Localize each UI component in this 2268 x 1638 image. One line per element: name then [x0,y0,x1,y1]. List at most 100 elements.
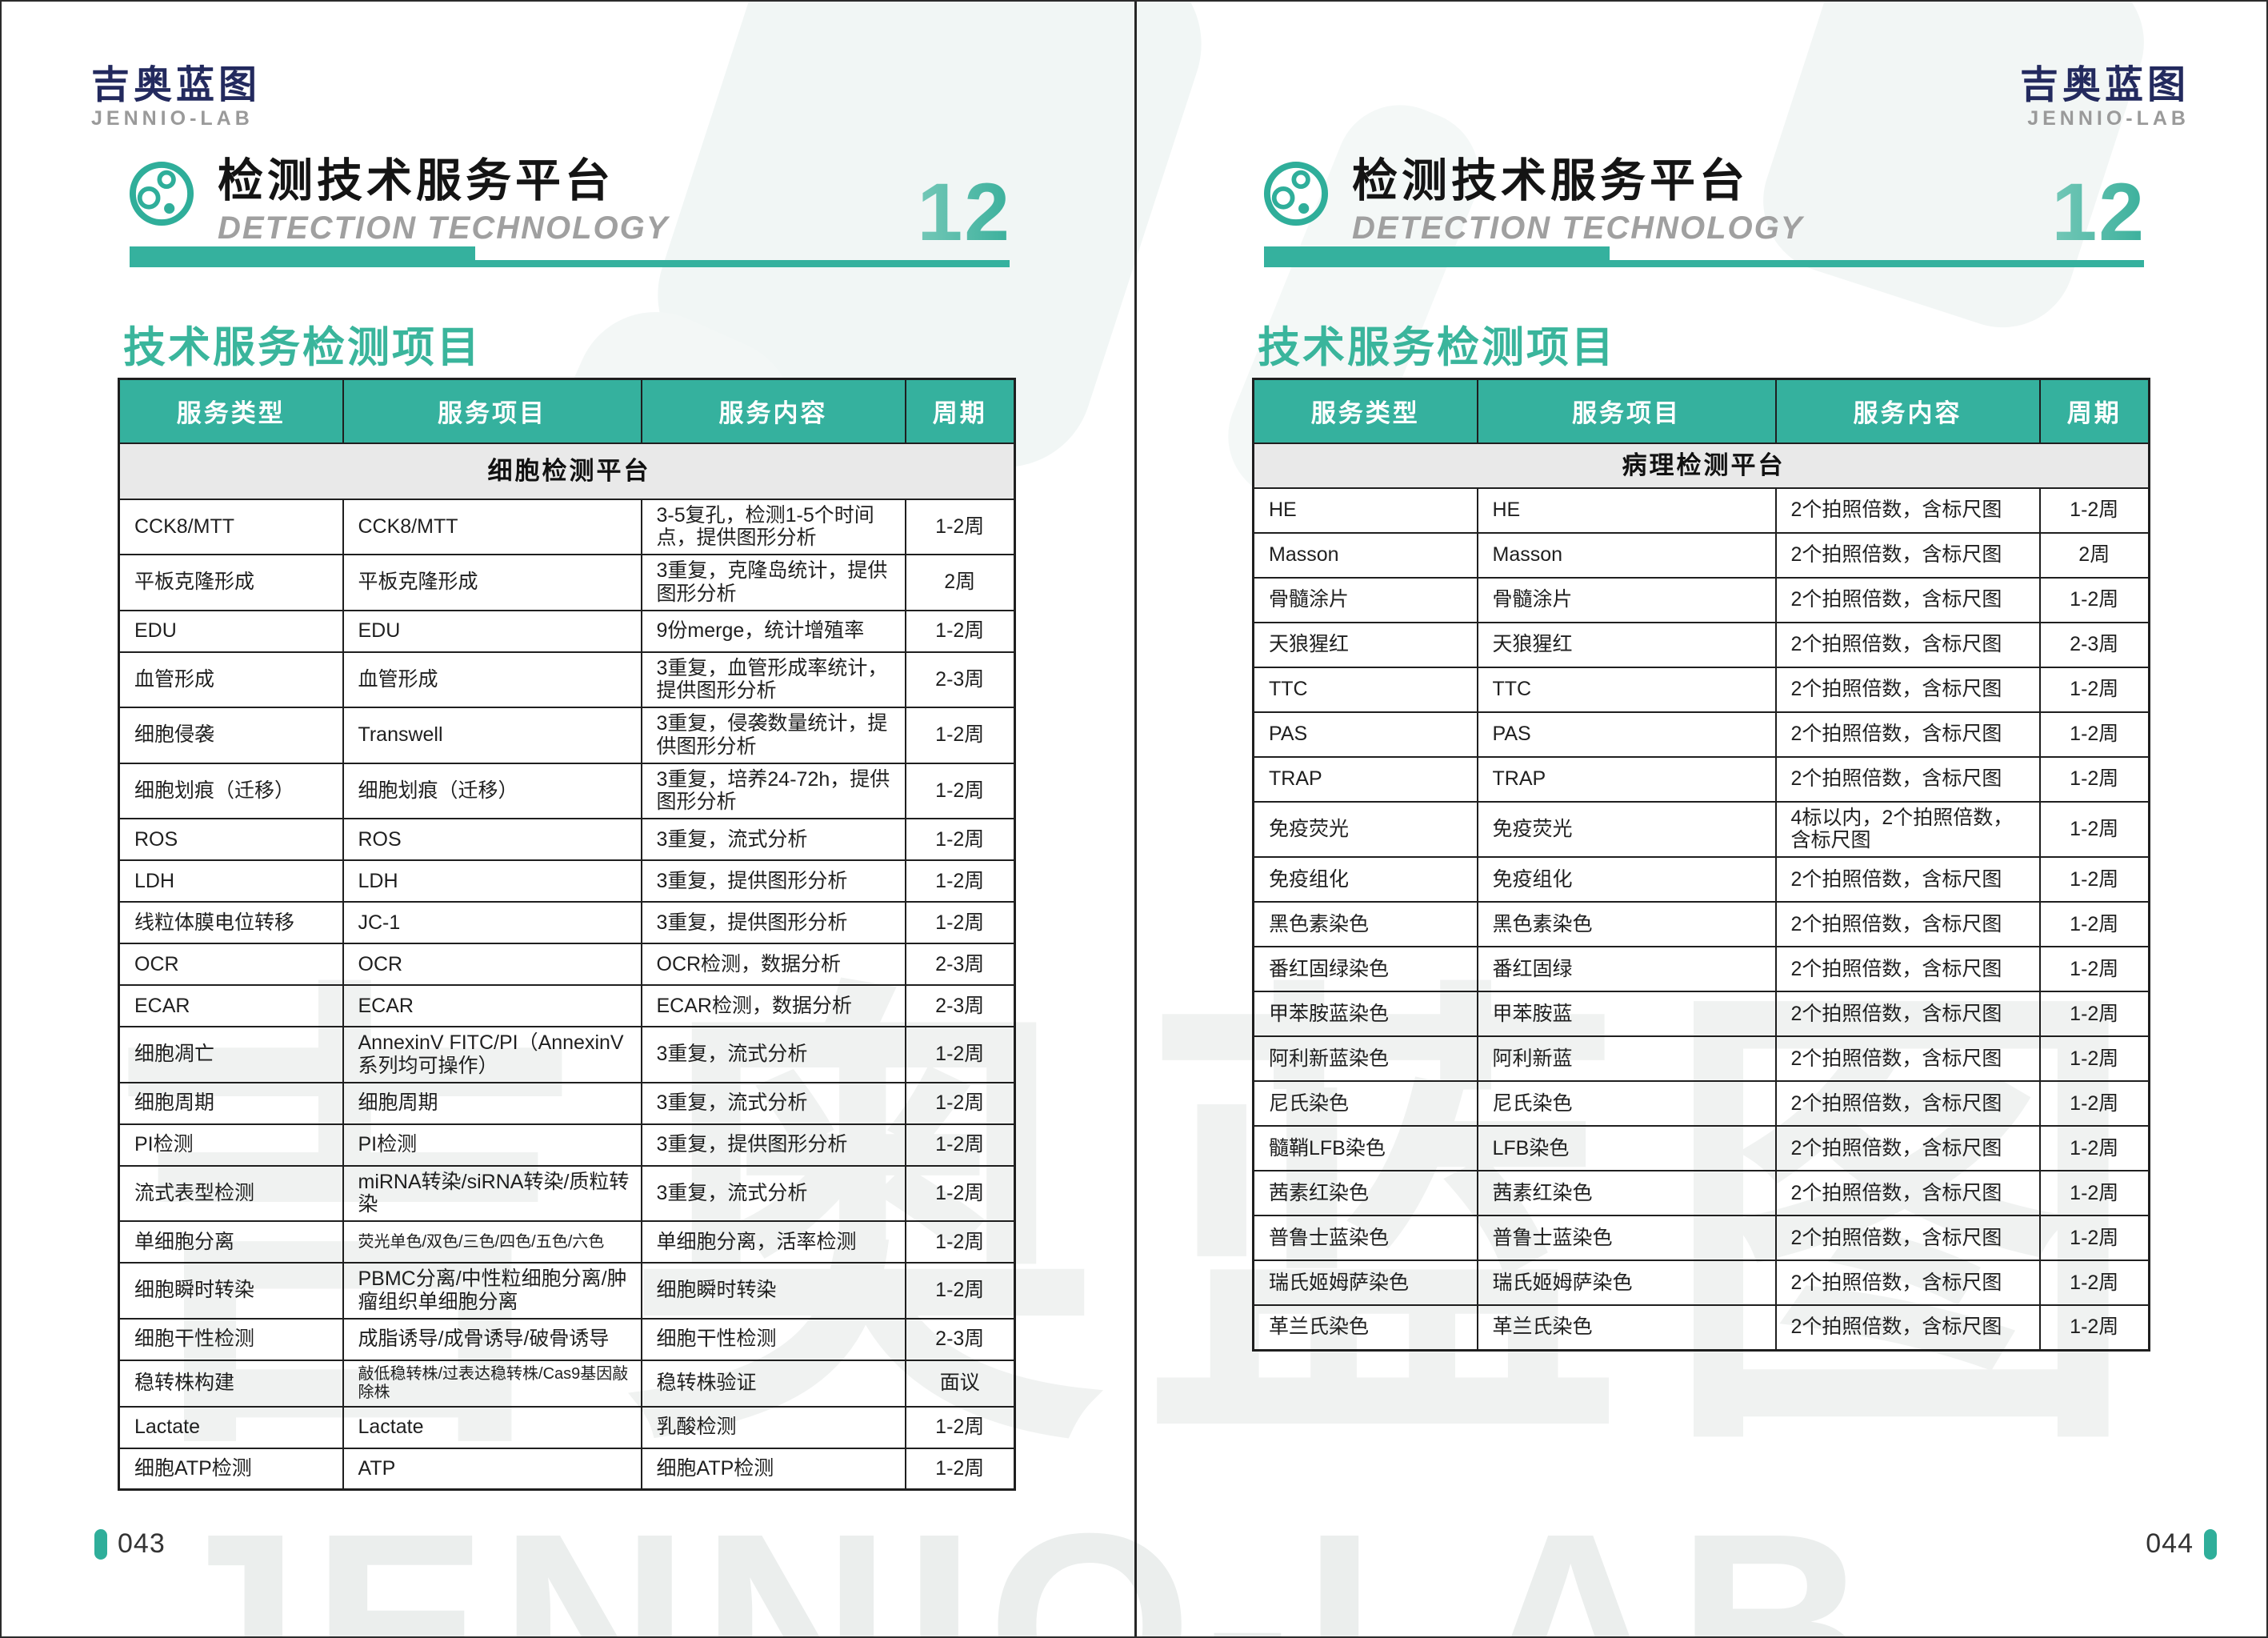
service-content-cell: 2个拍照倍数，含标尺图 [1774,901,2041,947]
service-item-cell: ATP [342,1447,642,1491]
table-row: 免疫荧光 免疫荧光 4标以内，2个拍照倍数，含标尺图 1-2周 [1252,800,2150,858]
cycle-cell: 1-2周 [2038,991,2150,1037]
service-content-cell: 4标以内，2个拍照倍数，含标尺图 [1774,800,2041,858]
chapter-title-en: DETECTION TECHNOLOGY [1352,210,1804,246]
cycle-cell: 2-3周 [904,943,1016,986]
service-item-cell: 天狼猩红 [1476,621,1777,668]
page-divider-line [1134,2,1137,1636]
cycle-cell: 1-2周 [2038,1260,2150,1306]
table-row: 黑色素染色 黑色素染色 2个拍照倍数，含标尺图 1-2周 [1252,901,2150,947]
cycle-cell: 1-2周 [904,498,1016,555]
brand-name-cn: 吉奥蓝图 [2019,64,2190,106]
service-content-cell: 2个拍照倍数，含标尺图 [1774,487,2041,534]
table-row: 骨髓涂片 骨髓涂片 2个拍照倍数，含标尺图 1-2周 [1252,576,2150,623]
column-header-service-content: 服务内容 [640,378,906,444]
service-content-cell: 细胞干性检测 [640,1317,906,1361]
table-row: 线粒体膜电位转移 JC-1 3重复，提供图形分析 1-2周 [118,901,1016,944]
cycle-cell: 1-2周 [2038,946,2150,992]
service-content-cell: 9份merge，统计增殖率 [640,609,906,653]
service-item-cell: ROS [342,818,642,861]
service-item-cell: Masson [1476,531,1777,579]
cycle-cell: 1-2周 [904,901,1016,944]
service-content-cell: OCR检测，数据分析 [640,943,906,986]
table-row: 血管形成 血管形成 3重复，血管形成率统计，提供图形分析 2-3周 [118,651,1016,708]
table-row: 稳转株构建 敲低稳转株/过表达稳转株/Cas9基因敲除株 稳转株验证 面议 [118,1359,1016,1408]
table-row: HE HE 2个拍照倍数，含标尺图 1-2周 [1252,487,2150,534]
section-title: 技术服务检测项目 [1258,324,1616,371]
service-type-cell: 细胞划痕（迁移） [118,762,344,819]
table-row: 细胞瞬时转染 PBMC分离/中性粒细胞分离/肿瘤组织单细胞分离 细胞瞬时转染 1-2周 [118,1262,1016,1320]
table-row: 免疫组化 免疫组化 2个拍照倍数，含标尺图 1-2周 [1252,856,2150,903]
service-item-cell: 敲低稳转株/过表达稳转株/Cas9基因敲除株 [342,1359,642,1408]
accent-bar-thick [130,246,475,267]
chapter-header: 检测技术服务平台 DETECTION TECHNOLOGY [126,158,669,246]
table-row: 平板克隆形成 平板克隆形成 3重复，克隆岛统计，提供图形分析 2周 [118,554,1016,611]
service-type-cell: 细胞ATP检测 [118,1447,344,1491]
service-item-cell: 尼氏染色 [1476,1080,1777,1127]
service-item-cell: PAS [1476,711,1777,758]
service-content-cell: 3重复，提供图形分析 [640,859,906,903]
table-row: Lactate Lactate 乳酸检测 1-2周 [118,1405,1016,1449]
service-item-cell: 免疫荧光 [1476,800,1777,858]
column-header-service-type: 服务类型 [1252,378,1478,444]
chapter-header: 检测技术服务平台 DETECTION TECHNOLOGY [1261,158,1803,246]
table-row: PAS PAS 2个拍照倍数，含标尺图 1-2周 [1252,711,2150,758]
service-content-cell: 2个拍照倍数，含标尺图 [1774,1125,2041,1171]
table-row: 番红固绿染色 番红固绿 2个拍照倍数，含标尺图 1-2周 [1252,946,2150,992]
service-type-cell: ECAR [118,984,344,1027]
table-row: 细胞侵袭 Transwell 3重复，侵袭数量统计，提供图形分析 1-2周 [118,707,1016,764]
service-content-cell: 2个拍照倍数，含标尺图 [1774,1260,2041,1306]
service-item-cell: 细胞划痕（迁移） [342,762,642,819]
service-content-cell: 2个拍照倍数，含标尺图 [1774,1080,2041,1127]
service-item-cell: EDU [342,609,642,653]
platform-title: 细胞检测平台 [118,442,1016,500]
table-row: EDU EDU 9份merge，统计增殖率 1-2周 [118,609,1016,653]
service-content-cell: 细胞ATP检测 [640,1447,906,1491]
platform-subheader-row: 细胞检测平台 [118,442,1016,500]
service-content-cell: 细胞瞬时转染 [640,1262,906,1320]
service-item-cell: PI检测 [342,1123,642,1167]
service-item-cell: 革兰氏染色 [1476,1304,1777,1351]
service-type-cell: 稳转株构建 [118,1359,344,1408]
service-content-cell: 2个拍照倍数，含标尺图 [1774,1170,2041,1216]
service-type-cell: 瑞氏姬姆萨染色 [1252,1260,1478,1306]
table-row: ROS ROS 3重复，流式分析 1-2周 [118,818,1016,861]
accent-bar-thin [475,260,1010,267]
service-type-cell: 尼氏染色 [1252,1080,1478,1127]
cycle-cell: 1-2周 [2038,666,2150,713]
service-content-cell: 2个拍照倍数，含标尺图 [1774,711,2041,758]
service-content-cell: 2个拍照倍数，含标尺图 [1774,991,2041,1037]
brand-name-cn: 吉奥蓝图 [91,64,262,106]
cycle-cell: 1-2周 [2038,755,2150,803]
service-type-cell: Masson [1252,531,1478,579]
cycle-cell: 1-2周 [2038,711,2150,758]
page-number-pill [2204,1528,2217,1560]
service-type-cell: 流式表型检测 [118,1164,344,1222]
page-number: 043 [94,1528,166,1560]
service-table-pathology-platform: 服务类型 服务项目 服务内容 周期 病理检测平台 HE HE 2个拍照倍数，含标尺图… [1252,378,2150,1352]
table-row: ECAR ECAR ECAR检测，数据分析 2-3周 [118,984,1016,1027]
chapter-title-cn: 检测技术服务平台 [1352,155,1749,206]
service-type-cell: HE [1252,487,1478,534]
service-item-cell: 平板克隆形成 [342,554,642,611]
service-type-cell: LDH [118,859,344,903]
table-row: 茜素红染色 茜素红染色 2个拍照倍数，含标尺图 1-2周 [1252,1170,2150,1216]
service-type-cell: 血管形成 [118,651,344,708]
page-number-text: 044 [2146,1528,2194,1559]
service-content-cell: 2个拍照倍数，含标尺图 [1774,666,2041,713]
cycle-cell: 1-2周 [904,1026,1016,1083]
table-row: TTC TTC 2个拍照倍数，含标尺图 1-2周 [1252,666,2150,713]
service-type-cell: 天狼猩红 [1252,621,1478,668]
service-item-cell: 血管形成 [342,651,642,708]
column-header-service-item: 服务项目 [1476,378,1777,444]
service-item-cell: 免疫组化 [1476,856,1777,903]
service-type-cell: 细胞周期 [118,1081,344,1125]
service-content-cell: 稳转株验证 [640,1359,906,1408]
service-type-cell: 单细胞分离 [118,1220,344,1264]
service-item-cell: 茜素红染色 [1476,1170,1777,1216]
cycle-cell: 1-2周 [904,1081,1016,1125]
table-header-row: 服务类型 服务项目 服务内容 周期 [1252,378,2150,444]
cycle-cell: 1-2周 [2038,576,2150,623]
service-type-cell: 免疫荧光 [1252,800,1478,858]
